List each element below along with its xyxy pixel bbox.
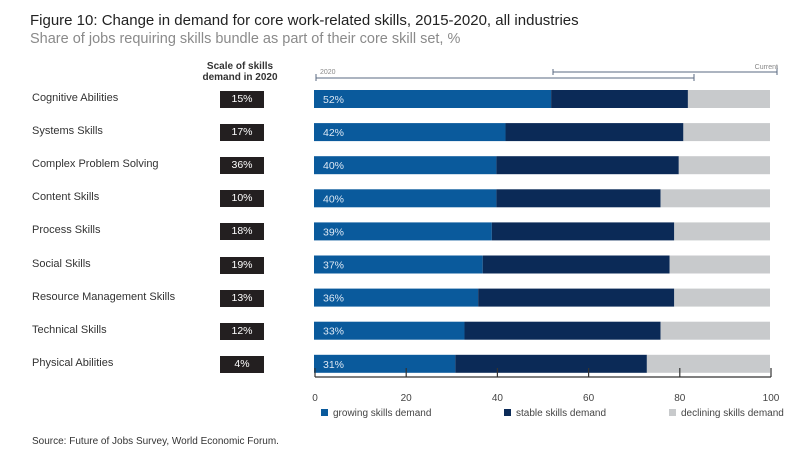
- scale-value-badge: 12%: [220, 322, 264, 340]
- bar-data-label: 37%: [323, 260, 344, 272]
- bar-segment-stable: [551, 90, 688, 108]
- legend-label: stable skills demand: [516, 408, 606, 419]
- source-note: Source: Future of Jobs Survey, World Eco…: [32, 436, 279, 447]
- bar-segment-stable: [496, 156, 679, 175]
- category-label: Physical Abilities: [32, 356, 114, 369]
- bar-segment-declining: [660, 321, 770, 340]
- x-tick-label: 40: [492, 393, 504, 404]
- chart-subtitle: Share of jobs requiring skills bundle as…: [30, 31, 461, 47]
- bar-segment-growing: [314, 189, 497, 208]
- x-tick-label: 80: [674, 393, 686, 404]
- bar-segment-stable: [464, 321, 661, 340]
- bar-segment-stable: [505, 123, 684, 142]
- bracket-label-current: Current: [755, 64, 778, 71]
- bar-segment-growing: [314, 222, 492, 241]
- x-tick-label: 20: [401, 393, 413, 404]
- bar-segment-stable: [482, 255, 670, 274]
- bar-data-label: 39%: [323, 226, 344, 238]
- bar-data-label: 40%: [323, 193, 344, 205]
- bar-segment-growing: [314, 123, 506, 142]
- x-tick-label: 100: [763, 393, 780, 404]
- x-tick-label: 60: [583, 393, 595, 404]
- legend-label: growing skills demand: [333, 408, 431, 419]
- scale-value-badge: 36%: [220, 157, 264, 175]
- bar-data-label: 31%: [323, 359, 344, 371]
- bar-segment-declining: [674, 222, 770, 241]
- bar-segment-growing: [314, 255, 483, 274]
- bar-segment-growing: [314, 354, 456, 373]
- scale-value-badge: 10%: [220, 190, 264, 208]
- bar-segment-declining: [678, 156, 770, 175]
- bar-data-label: 52%: [323, 94, 344, 106]
- category-label: Social Skills: [32, 257, 91, 270]
- bar-segment-growing: [314, 321, 465, 340]
- bar-segment-declining: [683, 123, 770, 142]
- chart-title: Figure 10: Change in demand for core wor…: [30, 12, 579, 29]
- scale-value-badge: 18%: [220, 223, 264, 241]
- legend-swatch: [504, 409, 511, 416]
- bar-segment-declining: [669, 255, 770, 274]
- category-label: Technical Skills: [32, 323, 107, 336]
- category-label: Resource Management Skills: [32, 290, 176, 303]
- bar-data-label: 40%: [323, 160, 344, 172]
- bar-segment-stable: [496, 189, 661, 208]
- bar-data-label: 36%: [323, 293, 344, 305]
- scale-value-badge: 17%: [220, 124, 264, 142]
- category-label: Process Skills: [32, 224, 101, 237]
- bar-segment-declining: [646, 354, 770, 373]
- scale-value-badge: 19%: [220, 256, 264, 274]
- bar-segment-declining: [660, 189, 770, 208]
- bar-segment-growing: [314, 90, 552, 108]
- legend-swatch: [321, 409, 328, 416]
- bar-segment-stable: [478, 288, 675, 307]
- category-label: Content Skills: [32, 191, 100, 204]
- bar-segment-growing: [314, 288, 479, 307]
- bar-segment-declining: [687, 90, 770, 108]
- bar-segment-growing: [314, 156, 497, 175]
- category-label: Complex Problem Solving: [32, 158, 159, 171]
- bar-segment-declining: [674, 288, 770, 307]
- bar-segment-stable: [491, 222, 675, 241]
- legend-swatch: [669, 409, 676, 416]
- bar-segment-stable: [455, 354, 647, 373]
- scale-header: Scale of skills demand in 2020: [202, 61, 278, 83]
- legend-label: declining skills demand: [681, 408, 784, 419]
- scale-value-badge: 13%: [220, 289, 264, 307]
- bracket-label-2020: 2020: [320, 69, 336, 76]
- category-label: Systems Skills: [32, 125, 103, 138]
- x-tick-label: 0: [312, 393, 318, 404]
- scale-value-badge: 4%: [220, 355, 264, 373]
- bar-data-label: 33%: [323, 326, 344, 338]
- scale-value-badge: 15%: [220, 91, 264, 108]
- category-label: Cognitive Abilities: [32, 92, 119, 104]
- bar-data-label: 42%: [323, 127, 344, 139]
